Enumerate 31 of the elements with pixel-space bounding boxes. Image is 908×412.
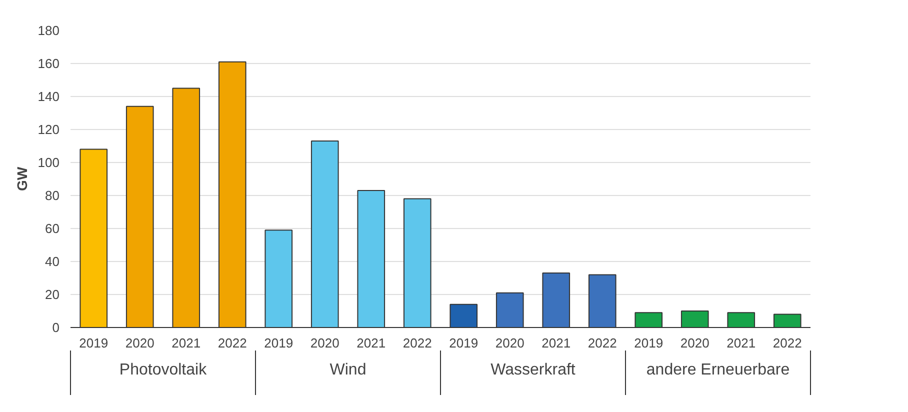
x-tick-label: 2019 [449,336,478,350]
y-tick-label: 0 [52,320,60,335]
y-tick-label: 140 [38,89,60,104]
y-tick-label: 40 [45,254,60,269]
x-tick-label: 2021 [356,336,386,350]
y-tick-label: 180 [38,23,60,38]
y-tick-label: 20 [45,287,60,302]
x-tick-label: 2019 [79,336,108,350]
x-tick-label: 2020 [310,336,340,350]
x-tick-label: 2021 [726,336,756,350]
text: Wasserkraft [490,362,576,378]
x-tick-label: 2020 [125,336,154,350]
y-tick-label: 60 [45,221,60,236]
y-tick-label: 120 [38,122,60,137]
text: Photovoltaik [119,362,208,378]
y-tick-label: 80 [45,188,60,203]
x-tick-label: 2021 [542,336,571,350]
y-tick-label: 160 [38,56,60,71]
text: Wind [330,362,366,378]
x-tick-label: 2020 [495,336,524,350]
x-tick-label: 2022 [588,336,617,350]
y-tick-label: 100 [38,155,60,170]
x-tick-label: 2022 [402,336,432,350]
text: andere Erneuerbare [646,362,790,378]
x-tick-label: 2019 [264,336,294,350]
y-axis-title: GW [14,166,30,192]
x-tick-label: 2019 [634,336,664,350]
x-tick-label: 2022 [218,336,247,350]
x-tick-label: 2020 [680,336,710,350]
x-tick-label: 2021 [172,336,201,350]
x-tick-label: 2022 [772,336,802,350]
